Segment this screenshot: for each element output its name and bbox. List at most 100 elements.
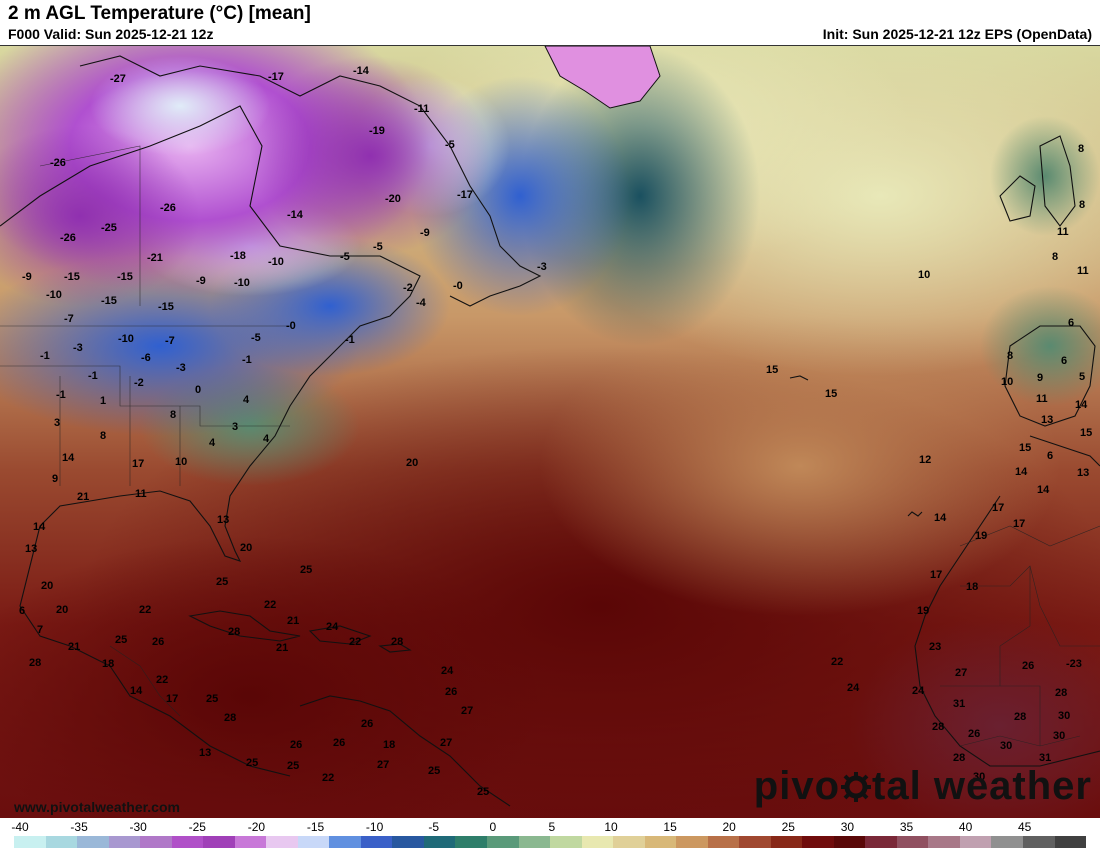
- temperature-map[interactable]: -27 -17 -14 -11 -19 -5 -26 -26 -25 -26 -14 -20 -17 -1…: [0, 46, 1100, 818]
- temperature-label: 27: [955, 667, 967, 679]
- temperature-label: 14: [1075, 399, 1088, 411]
- temperature-label: 20: [240, 542, 252, 554]
- temperature-label: 15: [766, 364, 778, 376]
- temperature-label: 15: [1080, 427, 1092, 439]
- color-scale-swatch: [802, 836, 834, 848]
- temperature-label: 25: [477, 786, 489, 798]
- temperature-label: 6: [1047, 450, 1053, 462]
- color-scale-swatch: [518, 836, 551, 848]
- temperature-label: -2: [403, 282, 413, 294]
- temperature-label: -14: [353, 65, 370, 77]
- color-scale-swatch: [991, 836, 1023, 848]
- color-scale-tick-label: 10: [604, 820, 618, 834]
- color-scale-swatch: [928, 836, 960, 848]
- temperature-label: -1: [56, 389, 66, 401]
- temperature-label: -23: [1066, 658, 1082, 670]
- temperature-label: 21: [276, 642, 288, 654]
- temperature-label: -1: [40, 350, 50, 362]
- temperature-label: 14: [934, 512, 947, 524]
- temperature-label: 26: [361, 718, 373, 730]
- temperature-label: -3: [176, 362, 186, 374]
- temperature-label: 14: [1015, 466, 1028, 478]
- temperature-label: 18: [966, 581, 978, 593]
- iberia-cool-region: [980, 286, 1100, 406]
- temperature-label: 30: [973, 771, 985, 783]
- temperature-label: 6: [1061, 355, 1067, 367]
- brand-logo: pivo tal weather: [754, 764, 1092, 809]
- temperature-label: 15: [825, 388, 837, 400]
- map-canvas[interactable]: -27 -17 -14-11-19-5-26-26-25-26-14-20 -17-1…: [0, 46, 1100, 818]
- temperature-label: 8: [170, 409, 176, 421]
- valid-time: F000 Valid: Sun 2025-12-21 12z: [8, 26, 214, 42]
- temperature-label: 27: [461, 705, 473, 717]
- color-scale-tick-label: 40: [958, 820, 973, 834]
- site-url: www.pivotalweather.com: [14, 799, 180, 815]
- temperature-label: -26: [160, 202, 176, 214]
- temperature-label: -7: [165, 335, 175, 347]
- temperature-label: 28: [953, 752, 965, 764]
- temperature-label: 20: [41, 580, 53, 592]
- temperature-value-labels: -27 -17 -14-11-19-5-26-26-25-26-14-20 -17-1…: [19, 65, 1092, 798]
- color-scale-strip: [14, 836, 1087, 848]
- color-scale-swatch: [392, 836, 424, 848]
- color-scale-tick-label: -10: [365, 820, 384, 834]
- color-scale-tick-label: -20: [247, 820, 266, 834]
- temperature-label: -9: [420, 227, 430, 239]
- temperature-label: 15: [1019, 442, 1031, 454]
- temperature-label: 7: [37, 624, 43, 636]
- political-borders: [0, 145, 1100, 747]
- temperature-label: 26: [1022, 660, 1034, 672]
- temperature-label: 8: [1079, 199, 1085, 211]
- temperature-label: 17: [1013, 518, 1025, 530]
- color-scale-swatch: [77, 836, 109, 848]
- color-scale-swatch: [1054, 836, 1087, 848]
- temperature-label: 11: [1057, 226, 1069, 238]
- temperature-label: 8: [1078, 143, 1084, 155]
- temperature-label: 24: [912, 685, 925, 697]
- temperature-label: 24: [441, 665, 454, 677]
- color-scale-swatch: [234, 836, 267, 848]
- temperature-label: 8: [1007, 350, 1013, 362]
- temperature-label: 27: [377, 759, 389, 771]
- color-scale-swatch: [959, 836, 992, 848]
- temperature-label: 24: [847, 682, 860, 694]
- color-scale-swatch: [707, 836, 740, 848]
- temperature-label: 6: [1068, 317, 1074, 329]
- temperature-label: 25: [246, 757, 258, 769]
- temperature-label: 30: [1000, 740, 1012, 752]
- temperature-label: 30: [1053, 730, 1065, 742]
- temperature-label: 8: [1052, 251, 1058, 263]
- temperature-label: 21: [77, 491, 89, 503]
- color-scale-swatch: [644, 836, 677, 848]
- temperature-label: -0: [453, 280, 463, 292]
- temperature-label: 19: [975, 530, 987, 542]
- temperature-label: -10: [234, 277, 250, 289]
- color-scale-tick-label: 0: [489, 820, 497, 834]
- temperature-label: 14: [62, 452, 75, 464]
- color-scale-swatch: [455, 836, 487, 848]
- temperature-label: 22: [264, 599, 276, 611]
- temperature-label: 18: [383, 739, 395, 751]
- color-scale-swatch: [423, 836, 456, 848]
- temperature-label: 28: [224, 712, 236, 724]
- temperature-label: 26: [968, 728, 980, 740]
- temperature-label: 20: [56, 604, 68, 616]
- temperature-label: 26: [445, 686, 457, 698]
- map-header: 2 m AGL Temperature (°C) [mean] F000 Val…: [0, 0, 1100, 46]
- temperature-label: 1: [100, 395, 106, 407]
- temperature-label: -15: [117, 271, 133, 283]
- color-scale-swatch: [140, 836, 172, 848]
- temperature-label: -5: [445, 139, 455, 151]
- color-scale-tick-label: -15: [306, 820, 325, 834]
- color-scale-swatch: [329, 836, 361, 848]
- color-scale-swatch: [171, 836, 204, 848]
- temperature-label: 28: [228, 626, 240, 638]
- temperature-label: 22: [139, 604, 151, 616]
- color-scale-swatch: [1023, 836, 1055, 848]
- color-scale-swatch: [833, 836, 866, 848]
- temperature-label: 23: [929, 641, 941, 653]
- color-scale-tick-label: -40: [11, 820, 29, 834]
- temperature-label: -17: [457, 189, 473, 201]
- temperature-label: 25: [287, 760, 299, 772]
- temperature-label: -26: [50, 157, 66, 169]
